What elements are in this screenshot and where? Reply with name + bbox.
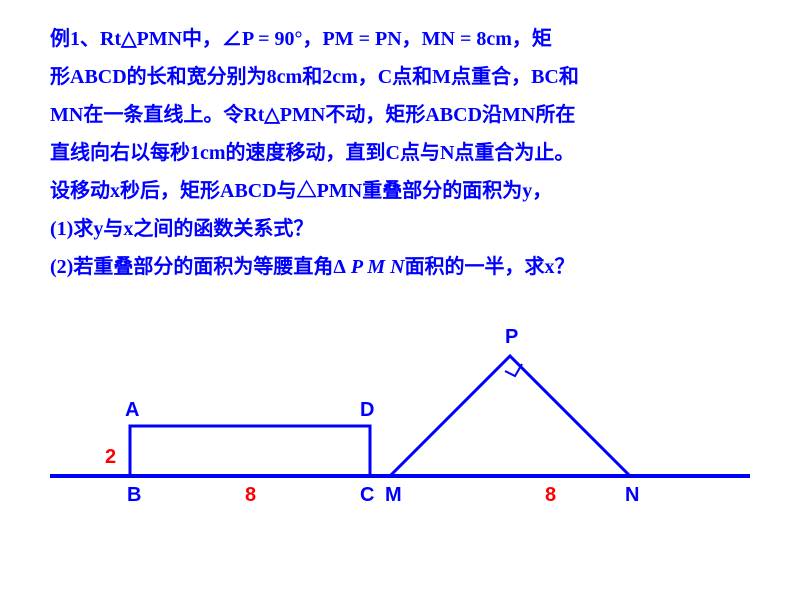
line-7: (2)若重叠部分的面积为等腰直角Δ P M N面积的一半，求x？ <box>50 248 750 286</box>
label-eight-2: 8 <box>545 484 556 507</box>
figure-svg <box>50 306 750 556</box>
label-n: N <box>625 484 639 507</box>
label-two: 2 <box>105 446 116 469</box>
q2-suffix: 面积的一半，求x？ <box>405 256 575 278</box>
line-4: 直线向右以每秒1cm的速度移动，直到C点与N点重合为止。 <box>50 134 750 172</box>
geometry-figure: A D B C M N P 2 8 8 <box>50 306 750 556</box>
problem-text: 例1、Rt△PMN中，∠P = 90°，PM = PN，MN = 8cm，矩 形… <box>0 0 800 286</box>
label-eight-1: 8 <box>245 484 256 507</box>
label-d: D <box>360 399 374 422</box>
line-3: MN在一条直线上。令Rt△PMN不动，矩形ABCD沿MN所在 <box>50 96 750 134</box>
label-m: M <box>385 484 402 507</box>
line-2: 形ABCD的长和宽分别为8cm和2cm，C点和M点重合，BC和 <box>50 58 750 96</box>
label-b: B <box>127 484 141 507</box>
line-6: (1)求y与x之间的函数关系式？ <box>50 210 750 248</box>
q2-prefix: (2)若重叠部分的面积为等腰直角Δ <box>50 256 346 278</box>
label-p: P <box>505 326 518 349</box>
label-c: C <box>360 484 374 507</box>
label-a: A <box>125 399 139 422</box>
line-5: 设移动x秒后，矩形ABCD与△PMN重叠部分的面积为y， <box>50 172 750 210</box>
q2-vars: P M N <box>346 256 405 278</box>
rectangle-abcd <box>130 426 370 476</box>
line-1: 例1、Rt△PMN中，∠P = 90°，PM = PN，MN = 8cm，矩 <box>50 20 750 58</box>
